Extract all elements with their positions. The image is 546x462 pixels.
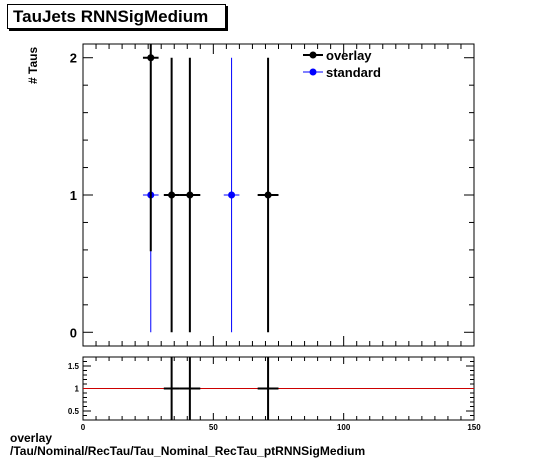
overlay-marker	[186, 191, 194, 199]
legend-label: standard	[326, 65, 381, 80]
legend: overlay standard	[303, 48, 381, 80]
overlay-marker	[264, 191, 272, 199]
legend-marker	[309, 68, 317, 76]
chart-title: TauJets RNNSigMedium	[13, 7, 209, 26]
y-tick-label: 2	[70, 51, 77, 66]
overlay-point-0	[142, 44, 159, 252]
main-panel: 0 1 2 # Taus overlay standard	[26, 43, 475, 347]
footer-line-2: /Tau/Nominal/RecTau/Tau_Nominal_RecTau_p…	[10, 444, 366, 458]
ratio-point-1	[179, 357, 201, 420]
footer-caption: overlay /Tau/Nominal/RecTau/Tau_Nominal_…	[10, 432, 365, 458]
ratio-y-tick-label: 0.5	[68, 407, 80, 416]
chart-title-box: TauJets RNNSigMedium	[7, 4, 226, 29]
ratio-y-tick-label: 1.5	[68, 362, 80, 371]
standard-point-1	[223, 57, 240, 333]
overlay-marker	[168, 191, 176, 199]
overlay-point-2	[179, 57, 201, 333]
ratio-x-tick-label: 150	[467, 423, 481, 432]
overlay-marker	[147, 54, 155, 62]
overlay-point-1	[163, 57, 180, 333]
standard-marker	[228, 191, 236, 199]
legend-marker	[309, 51, 317, 59]
ratio-point-0	[163, 357, 180, 420]
overlay-point-3	[257, 57, 279, 333]
legend-entry-standard: standard	[303, 65, 381, 80]
ratio-x-tick-label: 0	[81, 423, 86, 432]
y-tick-label: 0	[70, 325, 77, 340]
legend-label: overlay	[326, 48, 372, 63]
ratio-x-tick-label: 50	[209, 423, 218, 432]
y-tick-label: 1	[70, 188, 77, 203]
legend-entry-overlay: overlay	[303, 48, 372, 63]
y-axis-label: # Taus	[26, 47, 40, 84]
footer-line-1: overlay	[10, 431, 53, 445]
ratio-panel: 0 50 100 150 0.5 1 1.5	[68, 356, 481, 432]
ratio-x-tick-label: 100	[337, 423, 351, 432]
ratio-y-tick-label: 1	[75, 385, 80, 394]
ratio-point-2	[257, 357, 279, 420]
